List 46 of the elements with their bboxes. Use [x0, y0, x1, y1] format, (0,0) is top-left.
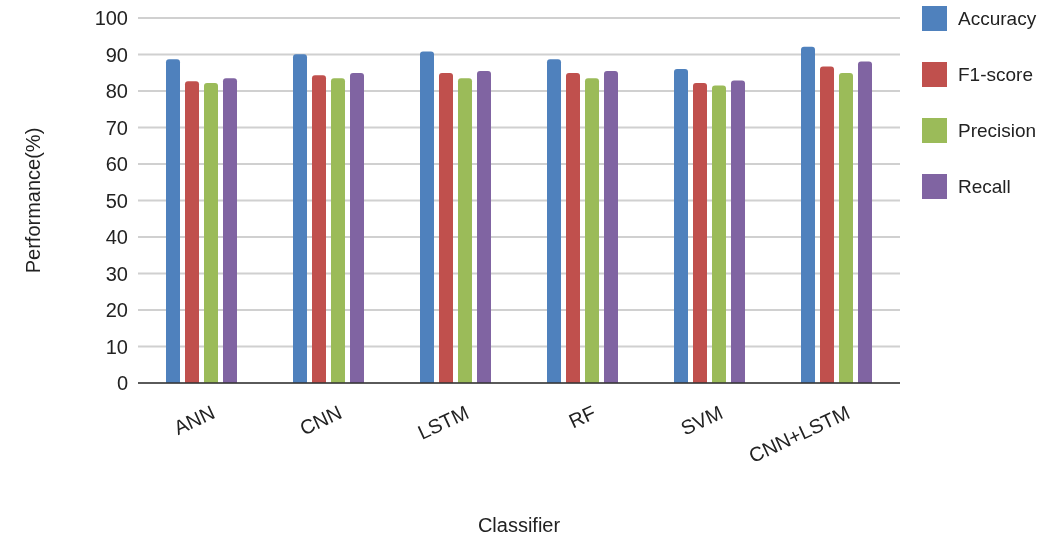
- bar: [674, 69, 688, 383]
- bar: [420, 51, 434, 383]
- y-tick-label: 100: [94, 7, 128, 29]
- bar: [204, 82, 218, 383]
- y-tick-label: 50: [105, 189, 128, 212]
- bar: [712, 85, 726, 383]
- y-tick-label: 90: [105, 43, 128, 66]
- x-tick-label: ANN: [170, 401, 218, 439]
- legend-label: Accuracy: [958, 7, 1037, 29]
- bar: [820, 66, 834, 383]
- legend-label: Recall: [958, 175, 1011, 197]
- x-tick-label: SVM: [677, 401, 726, 440]
- legend-label: F1-score: [958, 63, 1033, 85]
- bar: [604, 70, 618, 383]
- y-tick-label: 30: [105, 262, 128, 285]
- bar: [293, 54, 307, 383]
- bar: [547, 59, 561, 383]
- bar: [312, 75, 326, 383]
- y-axis-title: Performance(%): [22, 127, 44, 274]
- y-tick-label: 40: [105, 226, 128, 248]
- legend-label: Precision: [958, 119, 1037, 141]
- bar: [566, 73, 580, 383]
- y-tick-label: 20: [105, 299, 128, 321]
- bar: [858, 61, 872, 383]
- y-tick-label: 60: [105, 153, 128, 175]
- bar: [331, 78, 345, 383]
- bar: [185, 81, 199, 383]
- y-tick-label: 0: [116, 372, 128, 394]
- bar: [350, 73, 364, 383]
- bar: [477, 70, 491, 383]
- y-tick-label: 70: [105, 116, 128, 139]
- bar: [439, 73, 453, 383]
- bar: [166, 59, 180, 383]
- bar: [839, 73, 853, 383]
- y-tick-label: 10: [105, 335, 128, 358]
- bar: [585, 78, 599, 383]
- x-tick-label: CNN: [296, 401, 345, 440]
- bar: [801, 46, 815, 383]
- x-axis-title: Classifier: [477, 514, 561, 536]
- bar: [223, 78, 237, 383]
- y-tick-label: 80: [105, 80, 128, 102]
- x-tick-label: LSTM: [414, 401, 472, 444]
- bar: [693, 82, 707, 383]
- bar: [731, 80, 745, 383]
- x-tick-label: RF: [565, 401, 599, 433]
- bar: [458, 78, 472, 383]
